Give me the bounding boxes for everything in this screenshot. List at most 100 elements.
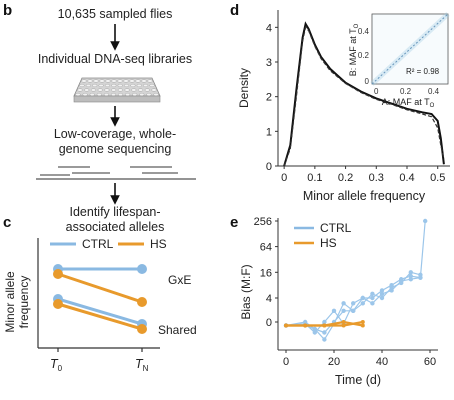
e-point-hs — [303, 323, 308, 328]
plate-well — [146, 92, 152, 96]
inset-xlabel: A: MAF at TO — [382, 97, 435, 109]
plate-well — [117, 79, 123, 83]
plate-well — [117, 83, 123, 87]
panel-b-letter: b — [3, 2, 13, 19]
inset-diagonal — [371, 13, 449, 85]
plate-well — [90, 88, 96, 92]
e-point-hs — [360, 320, 365, 324]
plate-well — [147, 79, 153, 83]
well-plate-icon — [73, 77, 161, 103]
plate-well — [104, 83, 110, 87]
inset-ytick-1: 0.2 — [358, 51, 370, 60]
e-xtick-label: 60 — [424, 356, 436, 368]
plate-well — [135, 79, 141, 83]
plate-well — [111, 79, 117, 83]
plate-well — [131, 88, 137, 92]
panel-c-letter: c — [3, 214, 12, 231]
panel-e-yticks: 256 64 16 4 0 — [254, 216, 278, 329]
panel-e-xlabel: Time (d) — [335, 373, 381, 387]
sequencing-reads-icon — [40, 166, 178, 176]
annotation-gxe: GxE — [168, 273, 191, 287]
e-point-ctrl — [312, 326, 317, 332]
step-sequencing-line1: Low-coverage, whole- — [53, 127, 177, 141]
plate-well — [141, 79, 147, 83]
gxe-hs-line — [57, 272, 143, 304]
plate-well — [153, 92, 159, 96]
plate-well — [99, 79, 105, 83]
e-point-ctrl — [322, 319, 327, 325]
e-ytick-label: 256 — [254, 216, 272, 228]
panel-d-letter: d — [230, 2, 240, 19]
plate-well — [151, 88, 157, 92]
plate-well — [139, 92, 145, 96]
plate-well — [132, 92, 138, 96]
plate-well — [124, 83, 130, 87]
shared-hs-t0-point — [53, 299, 63, 309]
d-xtick-label: 0.1 — [307, 172, 322, 184]
e-point-ctrl — [351, 308, 356, 314]
legend-hs-label: HS — [150, 237, 167, 251]
panel-d-yticks: 0 1 2 3 4 — [266, 22, 278, 173]
e-point-ctrl — [379, 291, 385, 297]
d-ytick-label: 4 — [266, 22, 272, 34]
e-point-ctrl — [341, 308, 346, 314]
plate-well — [104, 88, 110, 92]
xtick-t0: T0 — [50, 357, 63, 373]
panel-e-xticks: 0 20 40 60 — [283, 350, 436, 368]
density-curve-dashed — [283, 26, 445, 167]
panel-d-chart: Density 0 1 2 3 4 0 0.1 0.2 0.3 0.4 0.5 Minor all… — [237, 10, 450, 203]
plate-well — [138, 88, 144, 92]
annotation-shared: Shared — [158, 323, 197, 337]
xtick-tn: TN — [135, 357, 149, 373]
e-point-ctrl — [322, 337, 327, 342]
d-ytick-label: 0 — [266, 161, 272, 173]
panel-d-xticks: 0 0.1 0.2 0.3 0.4 0.5 — [281, 166, 445, 184]
plate-well — [149, 83, 155, 87]
e-point-ctrl — [399, 277, 404, 282]
e-point-ctrl — [370, 295, 375, 301]
gxe-hs-t0-point — [53, 269, 63, 279]
legend-e-hs-label: HS — [320, 236, 337, 250]
e-point-ctrl — [312, 330, 317, 335]
plate-well — [105, 79, 111, 83]
e-ytick-label: 4 — [266, 293, 272, 305]
e-point-ctrl — [408, 273, 413, 279]
panel-d-xlabel: Minor allele frequency — [303, 189, 426, 203]
d-xtick-label: 0 — [281, 172, 287, 184]
d-ytick-label: 2 — [266, 92, 272, 104]
plate-well — [130, 83, 136, 87]
e-series-line-ctrl — [285, 220, 426, 334]
d-xtick-label: 0.5 — [430, 172, 445, 184]
plate-well — [92, 83, 98, 87]
plate-well — [124, 88, 130, 92]
inset-xtick-0: 0 — [374, 87, 379, 96]
panel-d-inset: 0.4 0.2 0 0 0.2 0.4 B: MAF at TO A: MAF … — [348, 12, 450, 109]
plate-well — [79, 83, 85, 87]
plate-well — [143, 83, 149, 87]
plate-well — [77, 88, 83, 92]
e-point-ctrl — [423, 218, 428, 224]
d-xtick-label: 0.4 — [399, 172, 414, 184]
e-point-hs — [322, 323, 327, 328]
e-point-ctrl — [379, 295, 385, 301]
e-point-ctrl — [408, 277, 413, 282]
step-sequencing-line2: genome sequencing — [58, 142, 172, 156]
d-xtick-label: 0.3 — [369, 172, 384, 184]
inset-ytick-0: 0.4 — [358, 27, 370, 36]
d-ytick-label: 1 — [266, 126, 272, 138]
plate-well — [136, 83, 142, 87]
plate-well — [125, 92, 131, 96]
inset-r2: R² = 0.98 — [406, 67, 440, 76]
plate-well — [97, 88, 103, 92]
plate-well — [93, 79, 99, 83]
panel-c-ylabel-line1: Minor allele — [3, 271, 17, 333]
inset-ytick-2: 0 — [365, 77, 370, 86]
step-identify-line2: associated alleles — [65, 220, 165, 234]
e-point-ctrl — [360, 295, 365, 301]
e-point-ctrl — [351, 301, 356, 306]
plate-well — [123, 79, 129, 83]
legend-ctrl-label: CTRL — [82, 237, 114, 251]
gxe-ctrl-tn-point — [137, 264, 147, 274]
panel-d-ylabel: Density — [237, 68, 251, 108]
